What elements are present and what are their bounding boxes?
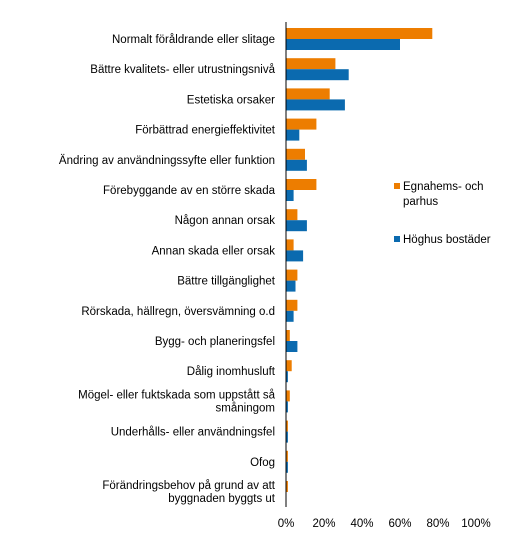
category-label: Dålig inomhusluft (187, 366, 276, 378)
x-tick-label: 100% (461, 518, 490, 530)
category-label: Bättre kvalitets- eller utrustningsnivå (90, 64, 275, 76)
x-tick-label: 60% (388, 518, 411, 530)
category-label: Någon annan orsak (175, 215, 276, 227)
category-label: Normalt föråldrande eller slitage (112, 34, 275, 46)
bar-egnahem-11 (286, 360, 292, 372)
bar-egnahem-14 (286, 450, 288, 462)
x-tick-label: 20% (312, 518, 335, 530)
category-labels: Normalt föråldrande eller slitage Bättre … (59, 34, 276, 505)
category-label: Annan skada eller orsak (152, 245, 276, 257)
legend-label: Egnahems- och parhus (403, 181, 484, 208)
bar-egnahem-9 (286, 299, 298, 311)
bar-egnahem-3 (286, 118, 317, 130)
category-label: Förändringsbehov på grund av att byggnade… (102, 480, 275, 505)
bar-egnahem-6 (286, 209, 298, 221)
category-label: Estetiska orsaker (187, 94, 275, 106)
bar-hoghus-6 (286, 220, 307, 232)
category-label: Mögel- eller fuktskada som uppstått så sm… (78, 389, 275, 414)
x-axis-ticks: 0% 20% 40% 60% 80% 100% (278, 518, 491, 530)
bar-hoghus-5 (286, 190, 294, 201)
bar-hoghus-7 (286, 250, 304, 262)
x-tick-label: 80% (426, 518, 449, 530)
x-tick-label: 40% (350, 518, 373, 530)
bar-hoghus-2 (286, 99, 345, 111)
bar-egnahem-7 (286, 239, 294, 251)
bar-egnahem-12 (286, 390, 290, 402)
x-tick-label: 0% (278, 518, 295, 530)
bar-hoghus-9 (286, 310, 294, 322)
bar-hoghus-3 (286, 129, 300, 141)
category-label: Ändring av användningssyfte eller funkti… (59, 155, 275, 167)
category-label: Rörskada, hällregn, översvämning o.d (81, 306, 275, 318)
bar-egnahem-15 (286, 481, 288, 492)
bar-hoghus-4 (286, 159, 307, 171)
bar-hoghus-1 (286, 69, 349, 81)
category-label: Ofog (250, 457, 275, 469)
bar-hoghus-14 (286, 461, 288, 473)
bar-hoghus-10 (286, 341, 298, 352)
bar-hoghus-0 (286, 39, 400, 50)
bar-egnahem-10 (286, 330, 290, 341)
legend-swatch (394, 183, 400, 189)
bar-hoghus-8 (286, 280, 296, 292)
bar-egnahem-5 (286, 179, 317, 190)
bar-egnahem-13 (286, 420, 288, 432)
bar-egnahem-0 (286, 28, 433, 39)
bar-egnahem-2 (286, 88, 330, 100)
bar-hoghus-12 (286, 401, 288, 413)
legend: Egnahems- och parhus Höghus bostäder (394, 181, 491, 246)
bar-hoghus-13 (286, 431, 288, 443)
category-label: Bygg- och planeringsfel (155, 336, 275, 348)
category-label: Förebyggande av en större skada (103, 185, 276, 197)
category-label: Underhålls- eller användningsfel (111, 427, 275, 439)
legend-swatch (394, 236, 400, 242)
bars-group (286, 28, 433, 492)
legend-label: Höghus bostäder (403, 234, 491, 246)
bar-egnahem-8 (286, 269, 298, 281)
bar-egnahem-4 (286, 148, 305, 160)
bar-hoghus-11 (286, 371, 288, 383)
category-label: Förbättrad energieffektivitet (135, 125, 276, 137)
category-label: Bättre tillgänglighet (177, 276, 276, 288)
bar-egnahem-1 (286, 58, 336, 70)
